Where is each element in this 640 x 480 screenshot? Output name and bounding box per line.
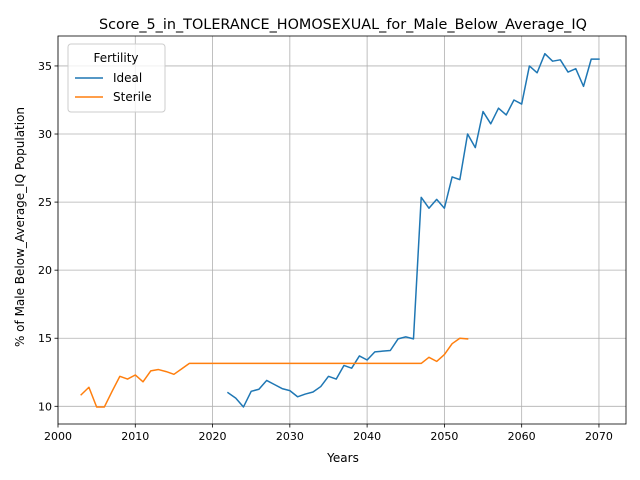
legend-label-sterile: Sterile <box>113 90 152 104</box>
x-axis: 2000 2010 2020 2030 2040 2050 2060 2070 <box>44 424 613 443</box>
chart-title: Score_5_in_TOLERANCE_HOMOSEXUAL_for_Male… <box>99 17 587 33</box>
y-axis: 10 15 20 25 30 35 <box>38 60 58 413</box>
y-tick-label: 30 <box>38 128 52 141</box>
legend: Fertility Ideal Sterile <box>67 43 166 113</box>
series-line-ideal <box>226 52 600 408</box>
grid <box>57 36 626 424</box>
x-tick-label: 2060 <box>508 430 536 443</box>
x-tick-label: 2030 <box>276 430 304 443</box>
legend-box <box>67 43 166 113</box>
y-tick-label: 10 <box>38 400 52 413</box>
x-tick-label: 2040 <box>353 430 381 443</box>
x-tick-label: 2010 <box>121 430 149 443</box>
y-tick-label: 35 <box>38 60 52 73</box>
x-axis-label: Years <box>326 451 359 465</box>
x-tick-label: 2020 <box>199 430 227 443</box>
series-line-sterile <box>80 337 469 408</box>
y-tick-label: 20 <box>38 264 52 277</box>
y-tick-label: 15 <box>38 332 52 345</box>
y-axis-label: % of Male Below_Average_IQ Population <box>13 107 27 347</box>
plot-frame <box>57 35 627 425</box>
x-tick-label: 2070 <box>585 430 613 443</box>
y-tick-label: 25 <box>38 196 52 209</box>
x-tick-label: 2050 <box>430 430 458 443</box>
legend-label-ideal: Ideal <box>113 71 142 85</box>
series-lines <box>80 52 600 408</box>
x-tick-label: 2000 <box>44 430 72 443</box>
legend-title: Fertility <box>93 51 138 65</box>
